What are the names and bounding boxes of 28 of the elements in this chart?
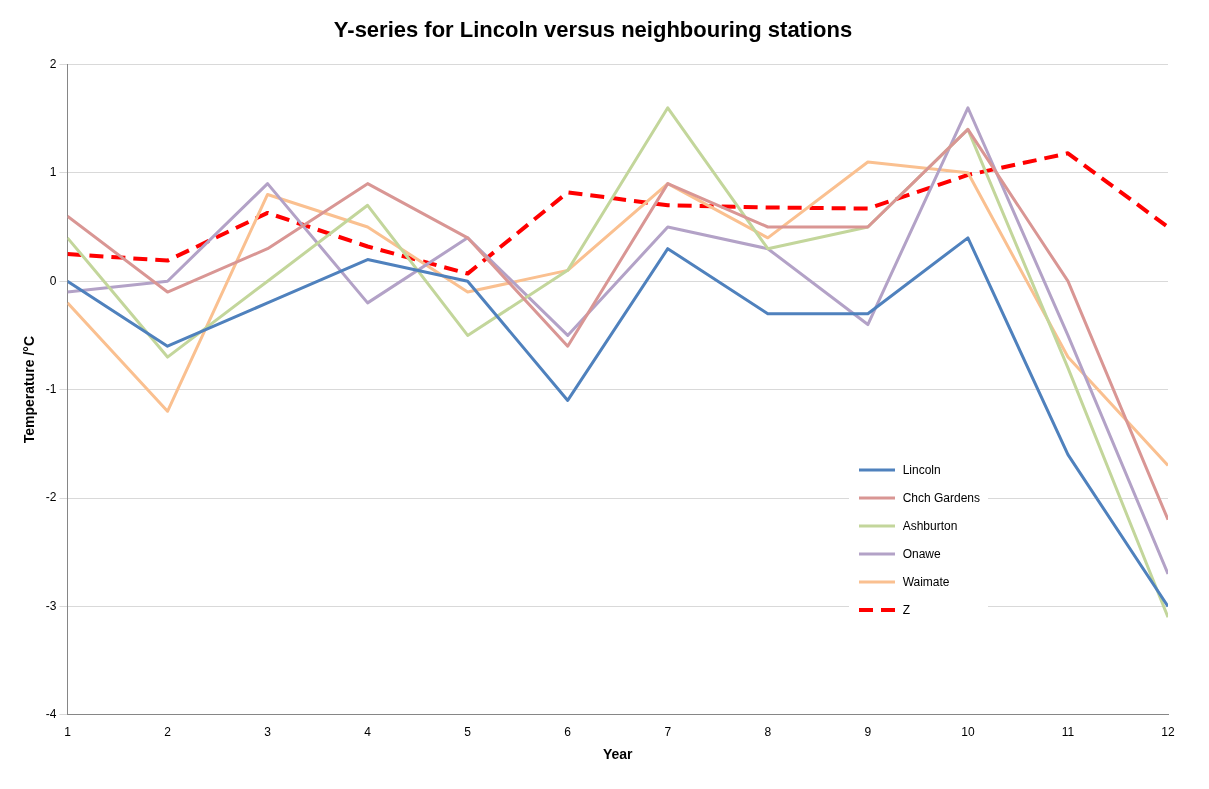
- x-tick-label: 5: [464, 725, 472, 740]
- legend-label: Z: [902, 603, 910, 617]
- x-tick-label: 12: [1161, 725, 1175, 740]
- chart-title: Y-series for Lincoln versus neighbouring stations: [333, 17, 853, 43]
- y-axis-title: Temperature /°C: [21, 335, 38, 444]
- y-tick-label: -2: [45, 490, 57, 505]
- legend-label: Lincoln: [902, 463, 941, 477]
- y-tick-label: -4: [45, 707, 57, 722]
- legend-label: Waimate: [902, 575, 950, 589]
- x-tick-label: 1: [64, 725, 72, 740]
- x-tick-label: 10: [961, 725, 975, 740]
- x-tick-label: 6: [564, 725, 572, 740]
- y-tick-label: 1: [49, 165, 57, 180]
- y-tick-label: 0: [49, 273, 57, 288]
- x-tick-label: 7: [664, 725, 672, 740]
- x-tick-label: 3: [264, 725, 272, 740]
- x-tick-label: 11: [1061, 725, 1075, 740]
- legend-label: Onawe: [902, 547, 941, 561]
- y-tick-label: -1: [45, 381, 57, 396]
- x-tick-label: 9: [864, 725, 872, 740]
- x-tick-label: 8: [764, 725, 772, 740]
- legend-label: Ashburton: [902, 519, 958, 533]
- x-tick-label: 4: [364, 725, 372, 740]
- y-tick-label: 2: [49, 56, 57, 71]
- x-tick-label: 2: [164, 725, 172, 740]
- x-axis-title: Year: [602, 746, 634, 763]
- y-tick-label: -3: [45, 598, 57, 613]
- legend-label: Chch Gardens: [902, 491, 980, 505]
